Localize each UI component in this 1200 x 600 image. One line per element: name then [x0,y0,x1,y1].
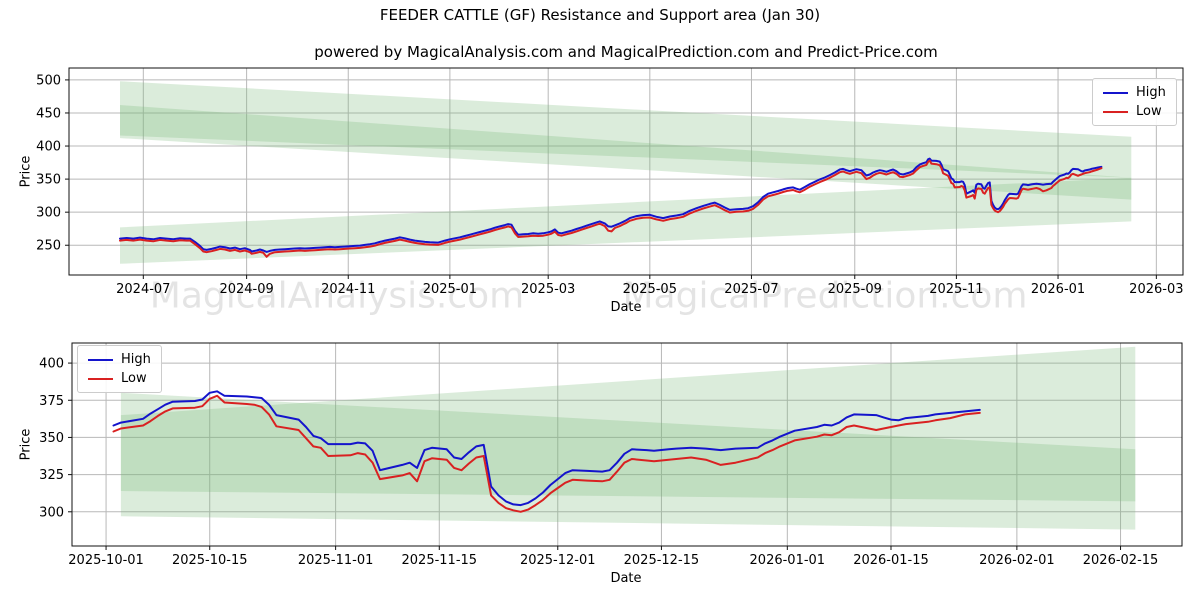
x-tick-label: 2025-03 [521,282,575,297]
legend-top: High Low [1092,78,1177,126]
legend-bottom: High Low [77,345,162,393]
y-axis-label-top: Price [18,155,34,188]
x-tick-label: 2025-10-01 [68,553,144,568]
legend-entry-high: High [88,352,151,367]
resistance-wedge-band [120,392,1136,502]
x-tick-label: 2025-11-01 [298,553,374,568]
x-tick-label: 2025-12-15 [624,553,700,568]
y-tick-label: 375 [39,394,64,409]
x-tick-label: 2025-01 [423,282,477,297]
y-tick-label: 400 [39,357,64,372]
price-chart-bottom: 2025-10-01 2025-10-15 2025-11-01 2025-11-15… [39,342,1183,568]
x-tick-label: 2026-01-15 [853,553,929,568]
x-axis-label-top: Date [610,300,642,315]
x-tick-label: 2025-11 [929,282,983,297]
legend-entry-high: High [1103,85,1166,100]
low-line [112,394,981,513]
y-tick-label: 250 [36,239,61,254]
high-line-swatch [1103,91,1128,94]
legend-label-high: High [121,352,151,367]
x-tick-label: 2025-09 [828,282,882,297]
x-tick-label: 2025-10-15 [172,553,248,568]
low-line-swatch [88,377,113,380]
resistance-wedge-upper-band [120,81,1132,178]
x-tick-label: 2025-11-15 [402,553,478,568]
axes-frame [68,67,1184,276]
x-tick-label: 2025-12-01 [520,553,596,568]
support-wedge-band [120,346,1136,530]
y-tick-label: 350 [39,431,64,446]
plot-area [69,68,1183,275]
high-line [119,157,1103,253]
page-title: FEEDER CATTLE (GF) Resistance and Suppor… [379,6,821,24]
legend-label-low: Low [1136,104,1162,119]
x-tick-label: 2024-11 [321,282,375,297]
y-tick-label: 350 [36,173,61,188]
price-chart-top: 2024-07 2024-09 2024-11 2025-01 2025-03 2025-… [36,67,1184,297]
x-tick-label: 2024-09 [219,282,273,297]
y-tick-label: 450 [36,106,61,121]
x-tick-label: 2025-05 [623,282,677,297]
resistance-wedge-lower-band [120,105,1132,200]
page-subtitle: powered by MagicalAnalysis.com and Magic… [314,43,938,61]
y-tick-label: 500 [36,73,61,88]
x-tick-label: 2026-01-01 [750,553,826,568]
legend-entry-low: Low [1103,104,1166,119]
legend-label-low: Low [121,371,147,386]
high-line [112,390,981,507]
y-axis-label-bottom: Price [18,428,34,461]
x-tick-label: 2026-03 [1129,282,1183,297]
x-tick-label: 2024-07 [116,282,170,297]
low-line [119,159,1103,258]
x-tick-label: 2026-02-15 [1083,553,1159,568]
legend-entry-low: Low [88,371,151,386]
x-tick-label: 2026-01 [1031,282,1085,297]
x-axis-label-bottom: Date [610,571,642,586]
legend-label-high: High [1136,85,1166,100]
x-tick-label: 2025-07 [724,282,778,297]
y-tick-label: 300 [36,206,61,221]
y-tick-label: 300 [39,505,64,520]
low-line-swatch [1103,110,1128,113]
high-line-swatch [88,358,113,361]
axes-frame [71,342,1183,547]
x-tick-label: 2026-02-01 [979,553,1055,568]
y-tick-label: 325 [39,468,64,483]
y-tick-label: 400 [36,140,61,155]
